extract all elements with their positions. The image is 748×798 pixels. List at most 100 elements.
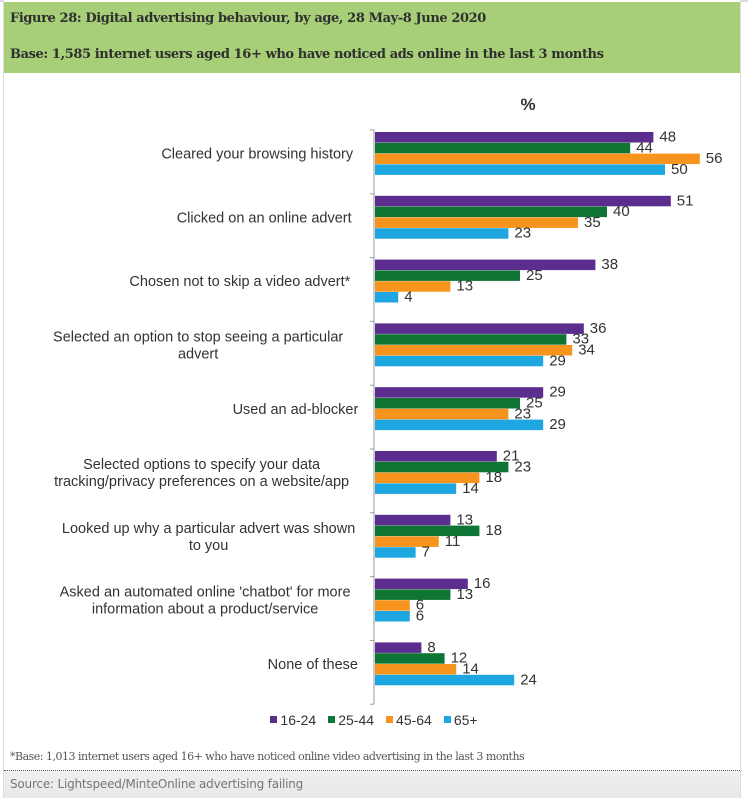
bar-45-64 xyxy=(375,408,509,420)
data-label: 25 xyxy=(526,395,543,412)
bar-25-44 xyxy=(375,461,509,473)
category-label-line: Selected an option to stop seeing a part… xyxy=(53,330,343,346)
bar-45-64 xyxy=(375,345,573,356)
category-label: Selected options to specify your data tra… xyxy=(54,457,349,490)
data-label: 18 xyxy=(485,469,502,486)
category-label: None of these xyxy=(268,657,358,673)
legend-item: 16-24 xyxy=(270,712,316,728)
category-label: Clicked on an online advert xyxy=(177,210,352,226)
data-label: 36 xyxy=(590,320,607,337)
bar-65+ xyxy=(375,292,399,303)
data-label: 18 xyxy=(485,522,502,539)
bar-16-24 xyxy=(375,642,422,653)
data-label: 34 xyxy=(578,342,595,359)
data-label: 4 xyxy=(404,289,412,306)
category-label-line: tracking/privacy preferences on a websit… xyxy=(54,474,349,490)
category-label-line: Selected options to specify your data xyxy=(83,457,321,473)
data-label: 51 xyxy=(677,192,694,209)
category-label: Cleared your browsing history xyxy=(161,147,354,163)
bar-65+ xyxy=(375,355,544,367)
bar-25-44 xyxy=(375,270,520,281)
category-label: Selected an option to stop seeing a part… xyxy=(53,330,343,363)
bar-25-44 xyxy=(375,398,520,409)
bar-65+ xyxy=(375,611,410,622)
legend-swatch xyxy=(443,716,451,723)
data-label: 14 xyxy=(462,480,479,497)
data-label: 16 xyxy=(474,575,491,592)
data-label: 21 xyxy=(503,448,520,465)
data-label: 25 xyxy=(526,267,543,284)
category-label-line: Asked an automated online 'chatbot' for … xyxy=(60,585,351,601)
data-label: 44 xyxy=(636,139,653,156)
category-label: Chosen not to skip a video advert* xyxy=(129,274,350,290)
bar-25-44 xyxy=(375,589,451,600)
data-label: 29 xyxy=(549,352,566,369)
category-label-line: Chosen not to skip a video advert* xyxy=(129,274,350,290)
bar-45-64 xyxy=(375,664,457,675)
category-label-line: information about a product/service xyxy=(92,602,319,618)
data-label: 35 xyxy=(584,214,601,231)
legend-swatch xyxy=(270,716,278,723)
bar-65+ xyxy=(375,547,416,558)
category-label-line: Cleared your browsing history xyxy=(161,147,354,163)
bar-25-44 xyxy=(375,142,631,154)
legend-label: 25-44 xyxy=(338,712,375,728)
bar-45-64 xyxy=(375,600,410,611)
legend-swatch xyxy=(328,716,336,723)
bar-45-64 xyxy=(375,217,578,228)
data-label: 48 xyxy=(659,129,676,146)
bar-25-44 xyxy=(375,653,445,664)
bar-25-44 xyxy=(375,525,480,537)
data-label: 50 xyxy=(671,161,688,178)
data-label: 7 xyxy=(422,544,430,561)
bar-45-64 xyxy=(375,536,439,547)
bar-45-64 xyxy=(375,281,451,292)
data-label: 14 xyxy=(462,661,479,678)
data-label: 24 xyxy=(520,671,537,688)
bar-65+ xyxy=(375,228,509,239)
data-label: 6 xyxy=(416,608,424,625)
legend-label: 16-24 xyxy=(280,712,317,728)
bar-25-44 xyxy=(375,206,607,218)
category-label-line: advert xyxy=(178,347,218,363)
bar-16-24 xyxy=(375,451,497,462)
legend-item: 45-64 xyxy=(386,712,432,728)
legend-item: 25-44 xyxy=(328,712,374,728)
data-label: 29 xyxy=(549,416,566,433)
legend-label: 45-64 xyxy=(396,712,432,728)
bar-16-24 xyxy=(375,132,654,143)
unit-label: % xyxy=(520,95,535,114)
data-label: 40 xyxy=(613,203,630,220)
category-label-line: Looked up why a particular advert was sh… xyxy=(62,521,355,537)
source-text: Source: Lightspeed/MinteOnline advertisi… xyxy=(10,777,304,791)
dotted-divider xyxy=(4,770,740,771)
bar-16-24 xyxy=(375,259,596,271)
bar-65+ xyxy=(375,674,515,686)
data-label: 38 xyxy=(601,256,618,273)
data-label: 12 xyxy=(451,650,468,667)
data-label: 29 xyxy=(549,384,566,401)
bar-16-24 xyxy=(375,514,451,526)
data-label: 13 xyxy=(456,586,473,603)
category-label-line: Used an ad-blocker xyxy=(233,402,359,418)
data-label: 23 xyxy=(514,225,531,242)
figure-title: Figure 28: Digital advertising behaviour… xyxy=(10,11,486,26)
data-label: 11 xyxy=(445,533,461,550)
category-label: Used an ad-blocker xyxy=(233,402,359,418)
bar-chart: %Cleared your browsing history48445650Cl… xyxy=(53,95,722,705)
bar-45-64 xyxy=(375,472,480,484)
chart-legend: 16-24 25-44 45-64 65+ xyxy=(0,712,748,728)
figure-base: Base: 1,585 internet users aged 16+ who … xyxy=(10,47,604,62)
legend-label: 65+ xyxy=(453,712,478,728)
category-label-line: to you xyxy=(189,538,229,554)
bar-65+ xyxy=(375,483,457,494)
footnote: *Base: 1,013 internet users aged 16+ who… xyxy=(10,750,525,763)
legend-item: 65+ xyxy=(443,712,478,728)
bar-65+ xyxy=(375,419,544,431)
data-label: 23 xyxy=(514,405,531,422)
legend-swatch xyxy=(386,716,394,723)
bar-16-24 xyxy=(375,323,584,334)
figure-header: Figure 28: Digital advertising behaviour… xyxy=(4,2,740,73)
data-label: 23 xyxy=(514,458,531,475)
data-label: 6 xyxy=(416,597,424,614)
